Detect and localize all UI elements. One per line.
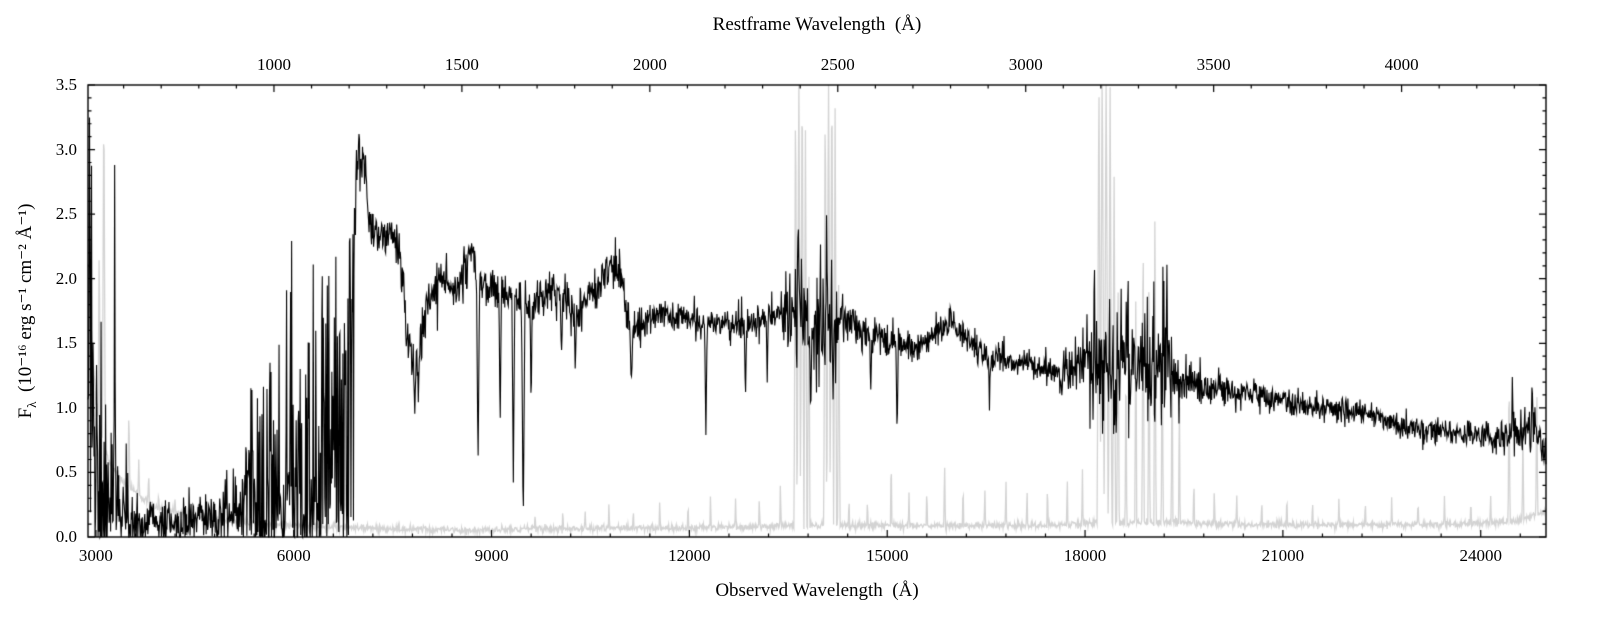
x-top-tick-label: 2500	[820, 55, 855, 74]
x-top-tick-label: 1000	[256, 55, 291, 74]
x-bottom-tick-label: 3000	[78, 546, 113, 565]
x-bottom-tick-label: 18000	[1063, 546, 1107, 565]
top-axis-label: Restframe Wavelength (Å)	[712, 14, 922, 35]
y-tick-label: 1.0	[55, 397, 77, 417]
y-tick-label: 3.5	[55, 75, 77, 94]
x-bottom-tick-label: 6000	[276, 546, 311, 565]
x-bottom-tick-label: 12000	[668, 546, 711, 565]
flux-symbol: F	[15, 407, 37, 419]
y-tick-label: 2.5	[55, 204, 77, 224]
y-tick-label: 0.5	[55, 462, 77, 482]
x-top-tick-label: 2000	[632, 55, 667, 74]
y-tick-label: 0.0	[55, 527, 77, 546]
y-tick-label: 1.5	[55, 333, 77, 353]
x-bottom-tick-label: 21000	[1261, 546, 1305, 565]
x-bottom-tick-label: 9000	[474, 546, 509, 565]
bottom-axis-label: Observed Wavelength (Å)	[715, 580, 919, 601]
y-tick-label: 3.0	[55, 139, 77, 159]
y-tick-label: 2.0	[55, 268, 77, 288]
flux-symbol-subscript: λ	[23, 401, 39, 408]
flux-units: (10⁻¹⁶ erg s⁻¹ cm⁻² Å⁻¹)	[15, 203, 37, 402]
x-top-tick-label: 1500	[444, 55, 479, 74]
x-top-tick-label: 3000	[1008, 55, 1043, 74]
x-top-tick-label: 3500	[1196, 55, 1231, 74]
x-bottom-tick-label: 15000	[865, 546, 909, 565]
x-top-tick-label: 4000	[1384, 55, 1419, 74]
y-axis-label: Fλ (10⁻¹⁶ erg s⁻¹ cm⁻² Å⁻¹)	[14, 204, 40, 419]
x-bottom-tick-label: 24000	[1459, 546, 1502, 565]
